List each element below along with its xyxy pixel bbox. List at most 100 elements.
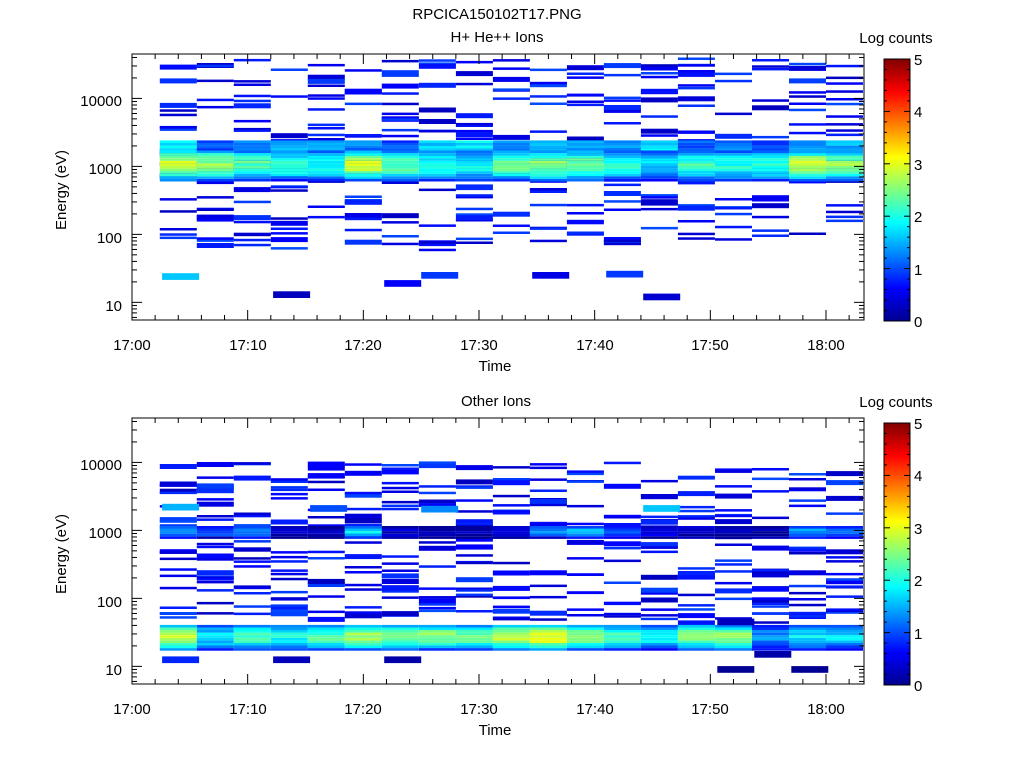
spectrogram-cell xyxy=(715,642,752,646)
spectrogram-cell xyxy=(233,526,271,529)
spectrogram-cell xyxy=(677,567,715,570)
spectrogram-cell xyxy=(715,526,752,529)
spectrogram-cell xyxy=(455,171,493,174)
spectrogram-cell xyxy=(418,248,456,252)
spectrogram-cell xyxy=(418,528,456,532)
spectrogram-cell xyxy=(492,166,530,169)
spectrogram-cell xyxy=(826,64,863,68)
spectrogram-cell xyxy=(492,648,530,651)
spectrogram-cell xyxy=(640,160,678,164)
spectrogram-cell xyxy=(677,573,715,578)
spectrogram-cell xyxy=(307,632,345,636)
spectrogram-cell xyxy=(529,570,567,576)
spectrogram-cell xyxy=(715,563,752,566)
spectrogram-cell xyxy=(233,80,271,83)
spectrogram-cell xyxy=(717,618,755,626)
spectrogram-cell xyxy=(640,178,678,182)
spectrogram-cell xyxy=(418,63,456,69)
spectrogram-cell xyxy=(677,475,715,479)
x-tick-label: 17:40 xyxy=(576,701,614,718)
spectrogram-cell xyxy=(418,640,456,643)
spectrogram-cell xyxy=(270,232,308,235)
spectrogram-cell xyxy=(677,237,715,240)
spectrogram-cell xyxy=(381,642,419,646)
spectrogram-cell xyxy=(677,593,715,597)
spectrogram-cell xyxy=(418,155,456,159)
spectrogram-cell xyxy=(455,168,493,172)
spectrogram-cell xyxy=(344,178,382,182)
x-tick-label: 17:30 xyxy=(460,701,498,718)
spectrogram-cell xyxy=(455,241,493,244)
spectrogram-cell xyxy=(418,627,456,630)
spectrogram-cell xyxy=(233,176,271,179)
spectrogram-cell xyxy=(270,133,308,139)
spectrogram-cell xyxy=(752,642,789,646)
spectrogram-cell xyxy=(789,603,826,607)
spectrogram-cell xyxy=(529,203,567,207)
spectrogram-cell xyxy=(196,570,234,576)
spectrogram-cell xyxy=(492,510,530,513)
spectrogram-cell xyxy=(603,105,641,110)
spectrogram-cell xyxy=(677,630,715,633)
spectrogram-cell xyxy=(492,76,530,82)
spectrogram-cell xyxy=(344,69,382,72)
spectrogram-cell xyxy=(344,143,382,146)
spectrogram-cell xyxy=(307,127,345,130)
spectrogram-cell xyxy=(752,531,789,534)
colorbar-tick-label: 3 xyxy=(914,521,922,538)
spectrogram-cell xyxy=(566,233,604,236)
spectrogram-cell xyxy=(307,524,345,527)
spectrogram-cell xyxy=(307,166,345,169)
spectrogram-cell xyxy=(566,178,604,182)
spectrogram-cell xyxy=(196,196,234,199)
spectrogram-cell xyxy=(677,526,715,529)
spectrogram-cell xyxy=(307,78,345,84)
spectrogram-cell xyxy=(789,131,826,135)
spectrogram-cell xyxy=(789,504,826,508)
spectrogram-cell xyxy=(715,519,752,525)
spectrogram-cell xyxy=(603,178,641,182)
spectrogram-cell xyxy=(196,601,234,605)
spectrogram-cell xyxy=(640,519,678,525)
spectrogram-cell xyxy=(381,507,419,511)
spectrogram-cell xyxy=(603,581,641,584)
spectrogram-cell xyxy=(529,163,567,166)
spectrogram-cell xyxy=(752,528,789,532)
spectrogram-cell xyxy=(715,470,752,473)
colorbar-ticks xyxy=(884,432,910,686)
spectrogram-cell xyxy=(715,528,752,532)
spectrogram-cell xyxy=(789,178,826,182)
spectrogram-cell xyxy=(455,219,493,222)
spectrogram-cell xyxy=(344,153,382,156)
spectrogram-cell xyxy=(455,150,493,154)
spectrogram-cell xyxy=(270,637,308,641)
spectrogram-cell xyxy=(307,528,345,532)
spectrogram-cell xyxy=(715,166,752,169)
spectrogram-cell xyxy=(270,189,308,192)
spectrogram-cell xyxy=(826,150,863,154)
spectrogram-cell xyxy=(752,163,789,166)
spectrogram-cell xyxy=(752,135,789,139)
spectrogram-cell xyxy=(752,468,789,471)
spectrogram-cell xyxy=(677,620,715,626)
spectrogram-cell xyxy=(492,640,530,643)
spectrogram-cell xyxy=(196,642,234,646)
spectrogram-cell xyxy=(418,609,456,613)
spectrogram-cell xyxy=(307,178,345,182)
spectrogram-cell xyxy=(603,640,641,643)
spectrogram-cell xyxy=(789,627,826,630)
spectrogram-cell xyxy=(196,476,234,479)
spectrogram-cell xyxy=(715,207,752,210)
spectrogram-cell xyxy=(344,518,382,524)
spectrogram-cell xyxy=(307,533,345,537)
spectrogram-cell xyxy=(566,203,604,207)
spectrogram-cell xyxy=(566,557,604,560)
spectrogram-cell xyxy=(640,635,678,638)
spectrogram-cell xyxy=(381,163,419,166)
spectrogram-cell xyxy=(752,612,789,615)
spectrogram-cell xyxy=(307,526,345,529)
spectrogram-cell xyxy=(492,536,530,539)
spectrogram-cell xyxy=(492,168,530,172)
spectrogram-cell xyxy=(418,143,456,146)
spectrogram-cell xyxy=(826,533,863,537)
